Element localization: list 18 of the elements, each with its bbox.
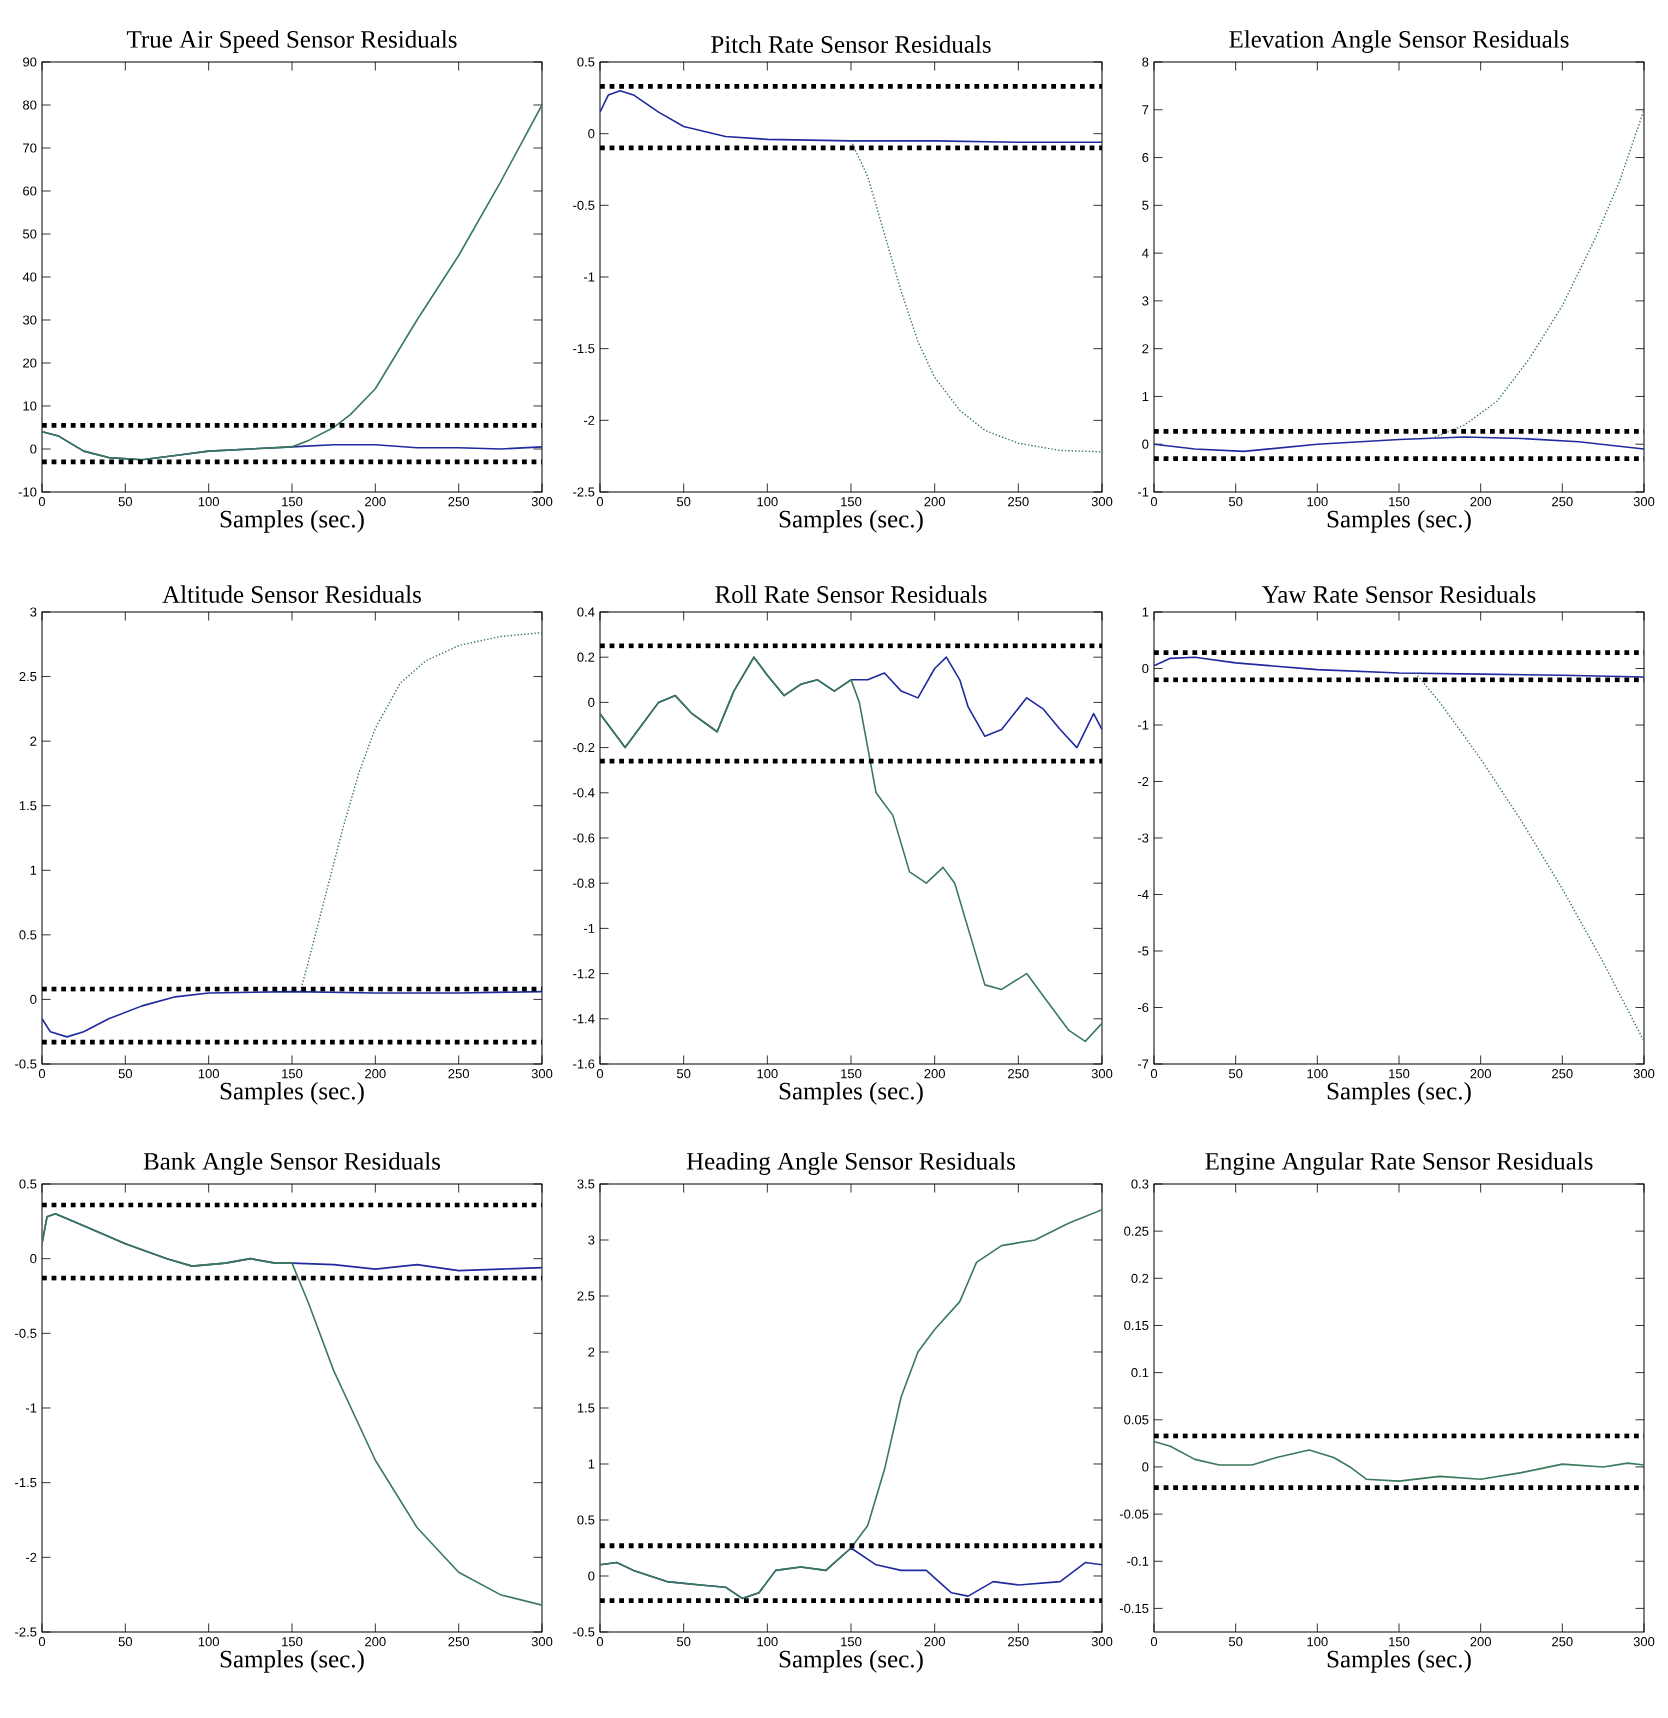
chart-title: True Air Speed Sensor Residuals — [126, 30, 457, 53]
x-axis-title: Samples (sec.) — [220, 1081, 364, 1105]
x-axis-title: Samples (sec.) — [1327, 1081, 1471, 1105]
chart-title: Bank Angle Sensor Residuals — [143, 1152, 441, 1175]
x-axis-title: Samples (sec.) — [779, 509, 923, 533]
x-axis-title: Samples (sec.) — [1327, 1649, 1471, 1673]
x-axis-title: Samples (sec.) — [220, 509, 364, 533]
x-axis-title: Samples (sec.) — [220, 1649, 364, 1673]
x-axis-title: Samples (sec.) — [779, 1081, 923, 1105]
chart-title: Engine Angular Rate Sensor Residuals — [1205, 1152, 1593, 1175]
chart-title: Roll Rate Sensor Residuals — [715, 585, 987, 603]
chart-title: Yaw Rate Sensor Residuals — [1262, 585, 1536, 603]
x-axis-title: Samples (sec.) — [1327, 509, 1471, 533]
chart-title: Altitude Sensor Residuals — [162, 585, 421, 603]
chart-title: Heading Angle Sensor Residuals — [686, 1152, 1015, 1175]
x-axis-title: Samples (sec.) — [779, 1649, 923, 1673]
chart-title: Elevation Angle Sensor Residuals — [1229, 30, 1569, 53]
chart-title: Pitch Rate Sensor Residuals — [711, 35, 991, 53]
